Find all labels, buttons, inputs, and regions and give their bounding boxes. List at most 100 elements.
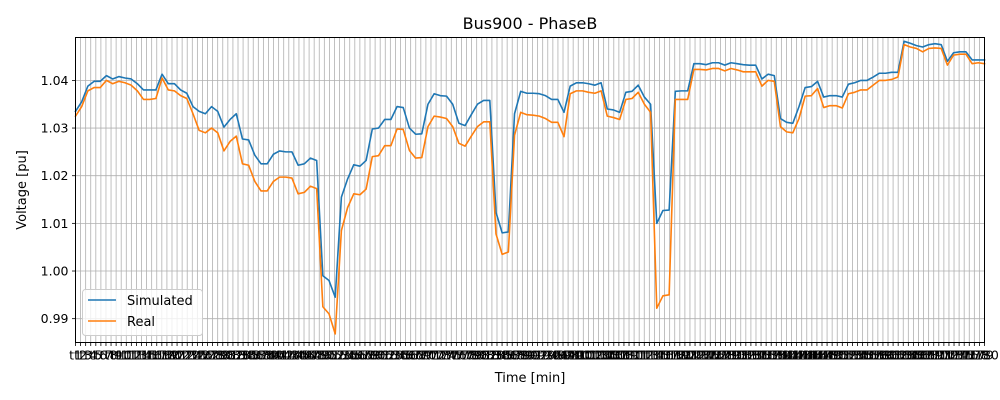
- x-tick-label: t64: [385, 348, 406, 363]
- x-tick-label: t110: [615, 348, 644, 363]
- x-tick-label: t27: [197, 348, 218, 363]
- x-tick-label: t83: [482, 348, 503, 363]
- x-tick-label: t3: [79, 348, 92, 363]
- x-tick-label: t170: [919, 348, 948, 363]
- x-tick-label: t86: [497, 348, 518, 363]
- x-tick-label: t167: [904, 348, 933, 363]
- x-tick-label: t117: [650, 348, 679, 363]
- x-tick-label: t15: [136, 348, 157, 363]
- x-tick-label: t171: [924, 348, 953, 363]
- x-tick-label: t129: [711, 348, 740, 363]
- x-tick-label: t50: [314, 348, 335, 363]
- x-tick-label: t130: [716, 348, 745, 363]
- x-tick-label: t46: [294, 348, 315, 363]
- x-tick-label: t84: [487, 348, 508, 363]
- x-tick-label: t39: [258, 348, 279, 363]
- x-tick-label: t81: [471, 348, 492, 363]
- x-tick-label: t57: [349, 348, 370, 363]
- x-tick-label: t36: [243, 348, 264, 363]
- legend-label-simulated: Simulated: [127, 294, 193, 309]
- x-tick-label: t1: [69, 348, 82, 363]
- x-tick-label: t58: [355, 348, 376, 363]
- x-tick-label: t180: [970, 348, 999, 363]
- x-tick-label: t126: [696, 348, 725, 363]
- x-tick-label: t157: [853, 348, 882, 363]
- x-tick-label: t49: [309, 348, 330, 363]
- x-tick-label: t98: [558, 348, 579, 363]
- x-tick-label: t131: [721, 348, 750, 363]
- x-tick-label: t8: [105, 348, 118, 363]
- x-tick-label: t175: [945, 348, 974, 363]
- x-tick-label: t75: [441, 348, 462, 363]
- x-tick-label: t168: [909, 348, 938, 363]
- x-tick-label: t82: [476, 348, 497, 363]
- x-tick-label: t56: [344, 348, 365, 363]
- x-tick-label: t77: [451, 348, 472, 363]
- x-tick-label: t128: [706, 348, 735, 363]
- x-tick-label: t150: [818, 348, 847, 363]
- x-tick-label: t45: [289, 348, 310, 363]
- x-tick-label: t14: [131, 348, 152, 363]
- x-tick-label: t60: [365, 348, 386, 363]
- x-tick-label: t19: [157, 348, 178, 363]
- x-tick-label: t35: [238, 348, 259, 363]
- y-tick-label: 0.99: [41, 311, 69, 326]
- x-tick-label: t93: [532, 348, 553, 363]
- x-tick-label: t91: [522, 348, 543, 363]
- x-tick-label: t4: [84, 348, 97, 363]
- x-tick-label: t21: [167, 348, 188, 363]
- x-tick-label: t139: [762, 348, 791, 363]
- y-tick-label: 1.01: [41, 216, 69, 231]
- x-tick-label: t159: [863, 348, 892, 363]
- x-tick-label: t9: [110, 348, 123, 363]
- x-tick-label: t73: [431, 348, 452, 363]
- x-tick-label: t161: [874, 348, 903, 363]
- x-tick-label: t59: [360, 348, 381, 363]
- x-tick-label: t79: [461, 348, 482, 363]
- x-tick-label: t165: [894, 348, 923, 363]
- x-tick-label: t2: [74, 348, 87, 363]
- grid: [75, 37, 985, 343]
- x-tick-label: t6: [94, 348, 107, 363]
- x-tick-label: t28: [202, 348, 223, 363]
- x-tick-label: t37: [248, 348, 269, 363]
- x-tick-label: t174: [940, 348, 969, 363]
- x-tick-label: t32: [223, 348, 244, 363]
- x-tick-label: t113: [630, 348, 659, 363]
- x-tick-label: t141: [772, 348, 801, 363]
- x-tick-label: t94: [537, 348, 558, 363]
- x-tick-label: t162: [879, 348, 908, 363]
- x-tick-label: t65: [390, 348, 411, 363]
- x-tick-label: t163: [884, 348, 913, 363]
- x-tick-label: t103: [579, 348, 608, 363]
- x-tick-label: t18: [151, 348, 172, 363]
- legend-box: [82, 289, 203, 336]
- x-tick-label: t107: [599, 348, 628, 363]
- x-tick-label: t102: [574, 348, 603, 363]
- x-tick-label: t138: [757, 348, 786, 363]
- x-tick-label: t38: [253, 348, 274, 363]
- x-tick-label: t72: [426, 348, 447, 363]
- series-lines: [74, 40, 986, 335]
- x-tick-label: t166: [899, 348, 928, 363]
- x-tick-label: t53: [329, 348, 350, 363]
- x-tick-label: t109: [610, 348, 639, 363]
- x-tick-label: t96: [548, 348, 569, 363]
- x-tick-label: t40: [263, 348, 284, 363]
- x-tick-label: t122: [676, 348, 705, 363]
- x-tick-label: t121: [671, 348, 700, 363]
- x-tick-label: t55: [339, 348, 360, 363]
- x-tick-label: t179: [965, 348, 994, 363]
- series-line-real: [74, 43, 986, 335]
- x-tick-label: t132: [726, 348, 755, 363]
- x-tick-label: t61: [370, 348, 391, 363]
- x-tick-label: t68: [405, 348, 426, 363]
- x-tick-label: t116: [645, 348, 674, 363]
- x-tick-label: t47: [299, 348, 320, 363]
- x-tick-label: t5: [89, 348, 102, 363]
- x-tick-label: t124: [686, 348, 715, 363]
- x-tick-label: t66: [395, 348, 416, 363]
- y-ticks: 0.99 1.00 1.01 1.02 1.03 1.04: [41, 73, 76, 326]
- x-tick-label: t127: [701, 348, 730, 363]
